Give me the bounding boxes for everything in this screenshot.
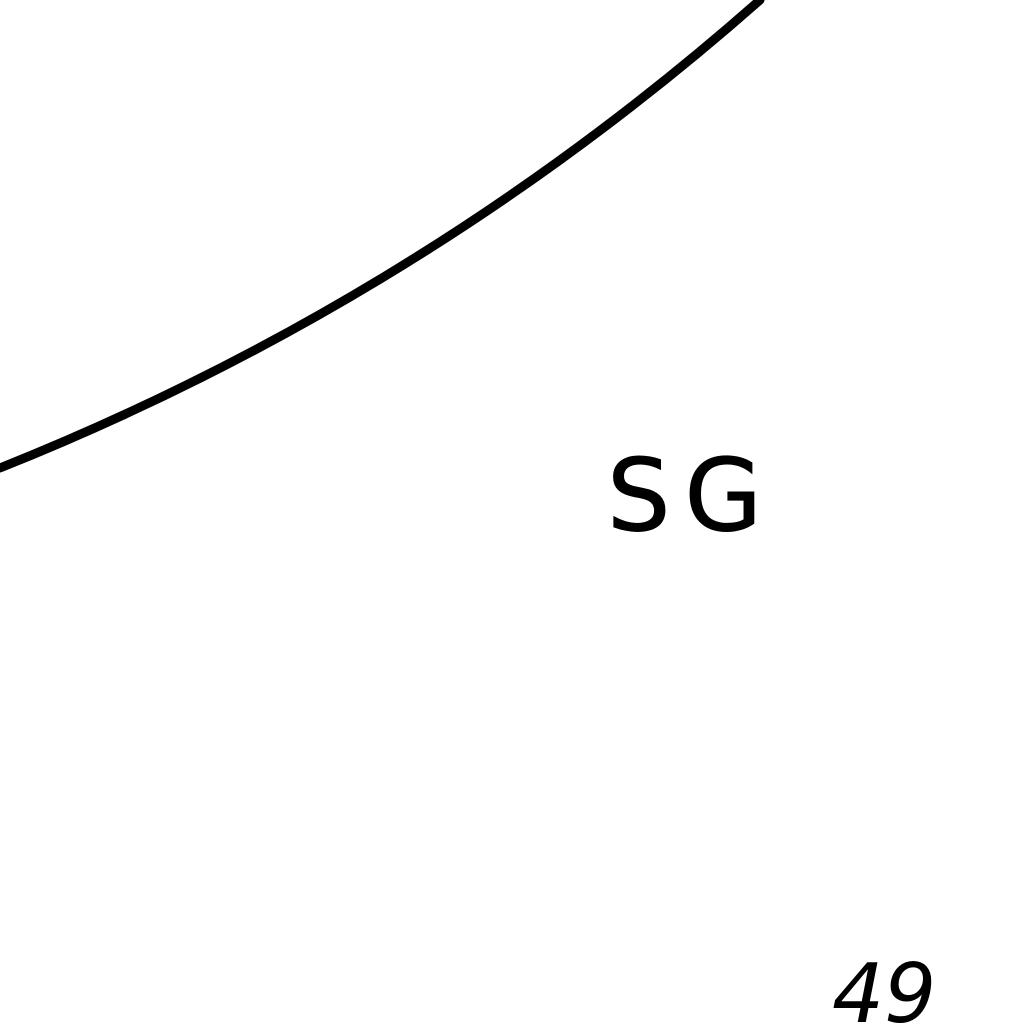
- number-label: 49: [832, 947, 937, 1024]
- area-label: SG: [607, 437, 776, 554]
- boundary-line: [0, 0, 765, 473]
